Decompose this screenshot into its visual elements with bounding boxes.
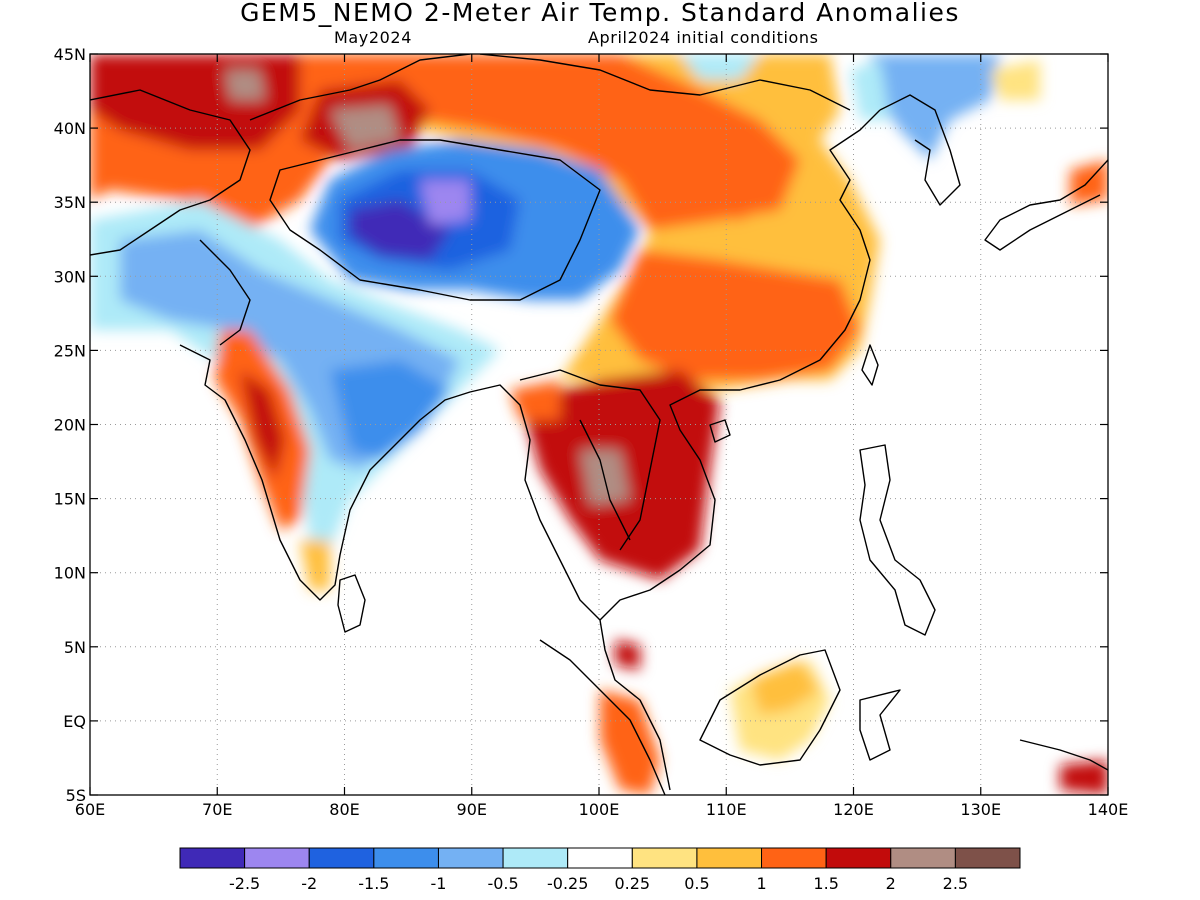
colorbar-label: -2.5 [229,874,260,893]
initial-conditions: April2024 initial conditions [588,28,819,47]
colorbar-label: -0.5 [487,874,518,893]
coast-srilanka [337,574,366,633]
coast-malay [599,619,671,791]
lat-tick-label: 15N [54,490,86,509]
colorbar-label: 0.25 [614,874,650,893]
anomaly-shading [90,54,1108,795]
forecast-month: May2024 [334,28,412,47]
lat-tick-label: 5S [66,786,86,805]
lat-tick-label: EQ [63,712,86,731]
lat-tick-label: 10N [54,564,86,583]
colorbar-swatch [567,847,633,869]
colorbar-swatch [696,847,763,869]
border-westasia [90,89,251,346]
lat-tick-label: 45N [54,45,86,64]
colorbar-label: -1 [430,874,446,893]
colorbar-swatch [825,847,892,869]
border-china [249,54,601,301]
lat-tick-label: 5N [64,638,86,657]
colorbar-swatch [179,847,246,869]
colorbar-swatch [373,847,439,869]
lat-tick-label: 25N [54,341,86,360]
colorbar-label: 1 [756,874,766,893]
colorbar: -2.5 -2 -1.5 -1 -0.5 -0.25 0.25 0.5 1 1.5 2 2.5 [179,847,1021,893]
colorbar-label: 2.5 [943,874,968,893]
lon-tick-label: 120E [833,800,874,819]
lon-tick-label: 110E [706,800,747,819]
colorbar-label: -0.25 [547,874,588,893]
coastlines [90,54,1108,795]
lon-tick-label: 100E [579,800,620,819]
lon-tick-label: 140E [1088,800,1129,819]
coast-sumatra [539,639,666,795]
axis-tick-labels: 60E 70E 80E 90E 100E 110E 120E 130E 140E 45N 40N 35… [54,45,1129,819]
colorbar-swatch [308,847,375,869]
lat-tick-label: 30N [54,267,86,286]
colorbar-swatch [244,847,310,869]
colorbar-swatch [631,847,698,869]
coast-japan [984,159,1108,251]
coast-korea [879,94,961,206]
colorbar-label: 2 [886,874,896,893]
anomaly-field [90,54,1108,795]
colorbar-swatch [890,847,956,869]
lat-tick-label: 40N [54,119,86,138]
lon-tick-label: 80E [329,800,359,819]
colorbar-swatch [502,847,569,869]
coast-hainan [709,419,731,443]
colorbar-swatch [761,847,827,869]
coast-luzon [859,444,936,636]
lon-tick-label: 60E [75,800,105,819]
colorbar-label: 1.5 [813,874,838,893]
border-mongolia [479,54,851,111]
lon-tick-label: 70E [202,800,232,819]
coast-borneo [699,649,841,766]
coast-sulawesi [859,689,901,761]
chart-title: GEM5_NEMO 2-Meter Air Temp. Standard Ano… [240,0,960,27]
coast-newguinea [1019,739,1108,771]
coast-india [179,344,601,621]
border-indochina [519,369,661,551]
coast-taiwan [861,344,879,386]
colorbar-label: 0.5 [684,874,709,893]
lat-tick-label: 35N [54,193,86,212]
lon-tick-label: 130E [960,800,1001,819]
colorbar-swatch [437,847,504,869]
coast-indochina [599,109,881,621]
colorbar-swatch [954,847,1021,869]
colorbar-label: -1.5 [358,874,389,893]
colorbar-label: -2 [301,874,317,893]
lat-tick-label: 20N [54,416,86,435]
lon-tick-label: 90E [457,800,487,819]
